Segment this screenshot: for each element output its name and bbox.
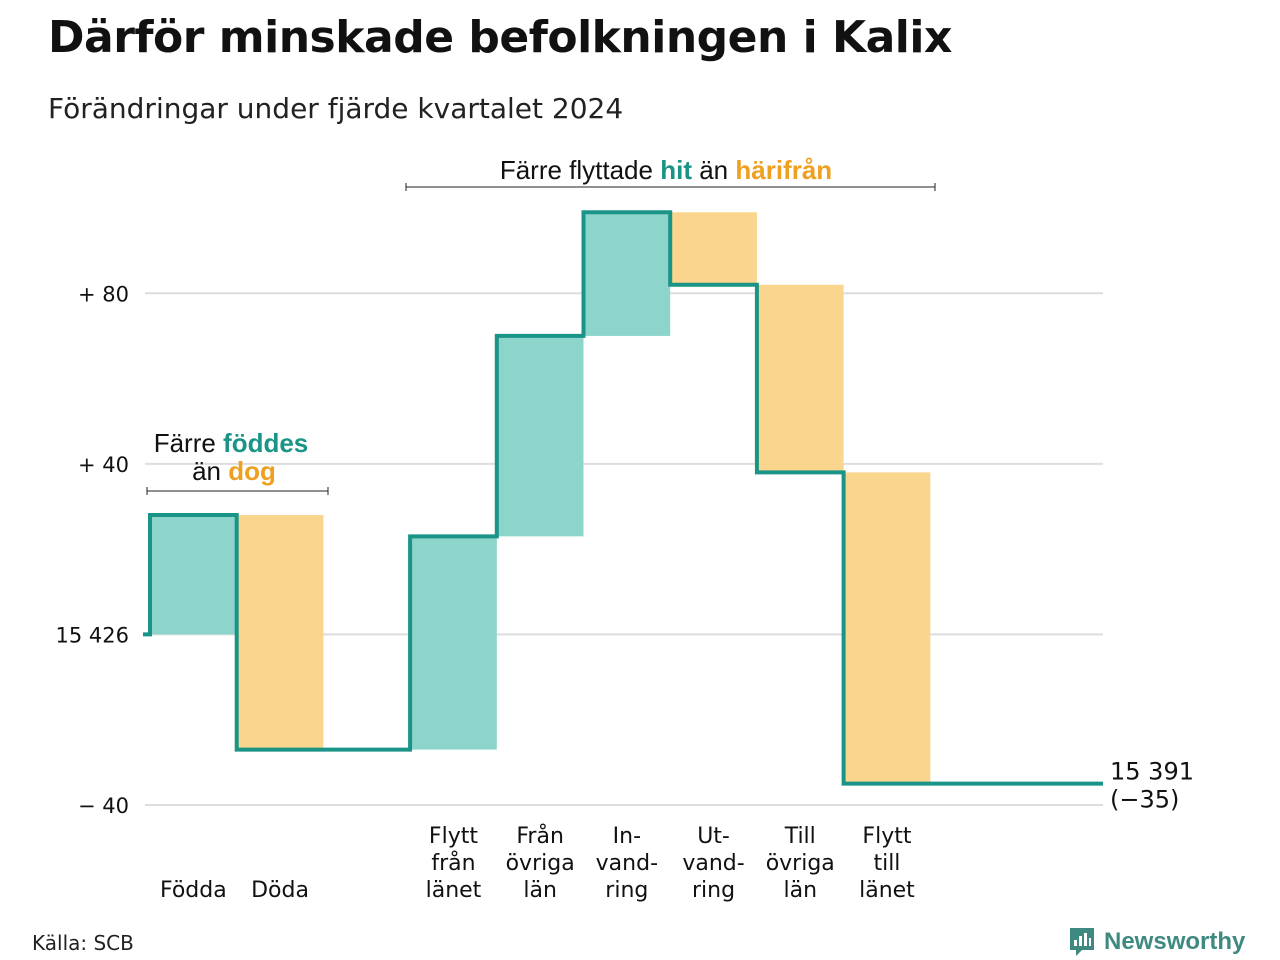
decrease-bar xyxy=(236,515,324,750)
category-label: från xyxy=(431,850,475,876)
net-change-label: (−35) xyxy=(1110,786,1179,814)
y-tick-label: − 40 xyxy=(78,794,129,818)
bars xyxy=(150,212,931,784)
waterfall-step-line xyxy=(143,210,1103,786)
step-line xyxy=(143,210,1103,786)
chart-logo-icon xyxy=(1070,928,1094,956)
increase-bar xyxy=(583,212,671,336)
migration-annotation-highlight-out: härifrån xyxy=(735,155,832,185)
category-label: Ut- xyxy=(697,824,730,849)
category-label: länet xyxy=(859,878,915,903)
migration-annotation-prefix: Färre flyttade xyxy=(500,155,660,185)
category-label: övriga xyxy=(506,851,575,876)
category-label: Till xyxy=(784,824,816,849)
category-label: vand- xyxy=(682,851,744,876)
births-annotation-line1: Färre föddes xyxy=(154,428,309,458)
category-label: län xyxy=(783,878,817,903)
decrease-bar xyxy=(843,472,931,784)
increase-bar xyxy=(150,515,237,635)
brand-name: Newsworthy xyxy=(1104,928,1246,955)
category-label: ring xyxy=(605,878,648,903)
increase-bar xyxy=(496,335,584,537)
page-title: Därför minskade befolkningen i Kalix xyxy=(48,12,952,63)
births-annotation: Färre föddes än dog xyxy=(146,428,329,495)
category-label: In- xyxy=(613,824,641,849)
category-label: vand- xyxy=(596,851,658,876)
source-note: Källa: SCB xyxy=(32,931,134,955)
category-label: Flytt xyxy=(429,824,478,849)
births-annotation-prefix: Färre xyxy=(154,428,223,458)
category-label: övriga xyxy=(766,851,835,876)
migration-annotation: Färre flyttade hit än härifrån xyxy=(405,155,936,191)
brand-logo[interactable]: Newsworthy xyxy=(1068,926,1245,958)
births-annotation-highlight: föddes xyxy=(223,428,308,458)
decrease-bar xyxy=(670,212,757,285)
migration-annotation-text: Färre flyttade hit än härifrån xyxy=(500,155,832,185)
births-annotation-highlight2: dog xyxy=(228,456,276,486)
category-label: Födda xyxy=(160,878,227,903)
end-value-label: 15 391 xyxy=(1110,758,1194,786)
page-subtitle: Förändringar under fjärde kvartalet 2024 xyxy=(48,92,624,125)
y-tick-label: 15 426 xyxy=(56,623,129,647)
increase-bar xyxy=(410,536,497,750)
category-label: Från xyxy=(516,823,564,849)
category-label: län xyxy=(523,878,557,903)
category-label: ring xyxy=(692,878,735,903)
decrease-bar xyxy=(756,284,844,473)
y-tick-label: + 80 xyxy=(78,282,129,306)
migration-annotation-mid: än xyxy=(692,155,735,185)
category-label: till xyxy=(873,851,900,876)
category-label: länet xyxy=(426,878,482,903)
category-label: Flytt xyxy=(862,824,911,849)
category-label: Döda xyxy=(251,878,309,903)
births-annotation-prefix2: än xyxy=(192,456,228,486)
births-annotation-line2: än dog xyxy=(192,456,276,486)
y-tick-label: + 40 xyxy=(78,453,129,477)
migration-annotation-highlight-in: hit xyxy=(660,155,692,185)
